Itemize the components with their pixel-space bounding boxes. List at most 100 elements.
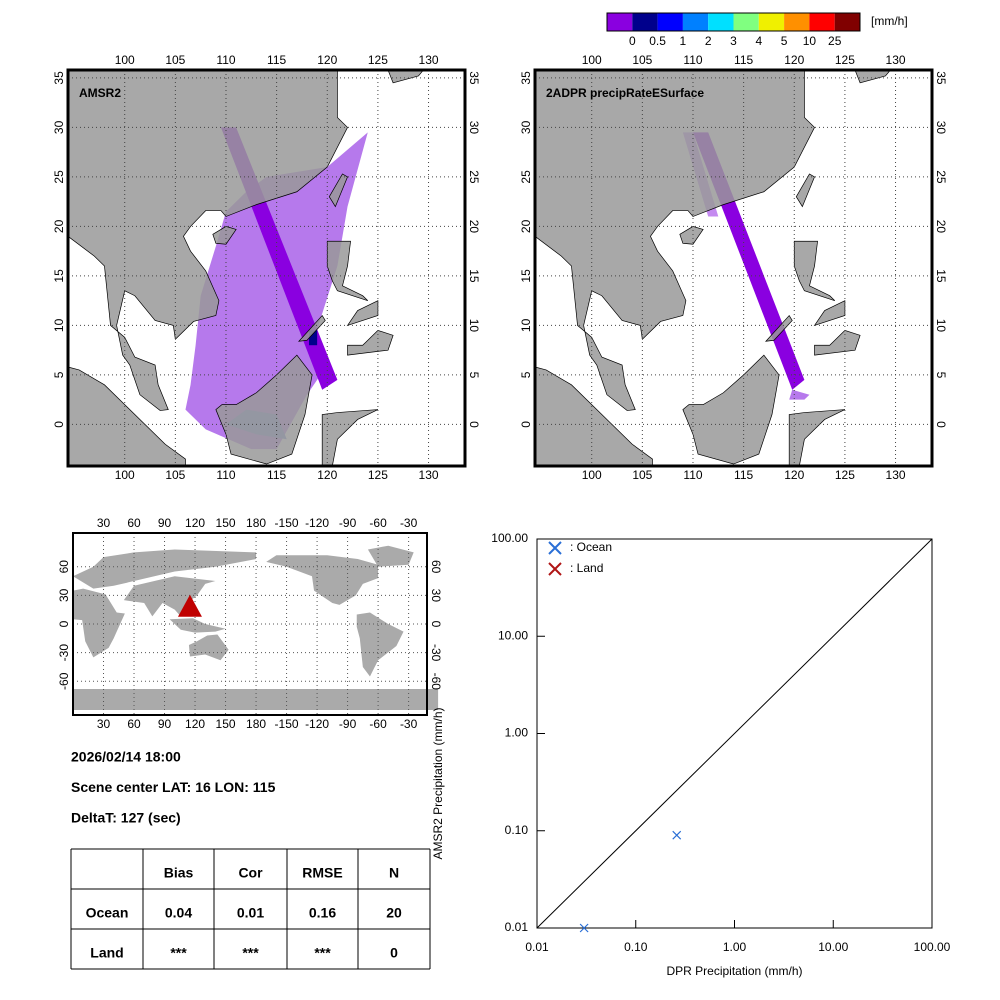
scatter-point bbox=[672, 830, 682, 840]
world-lon-label: 150 bbox=[216, 516, 236, 530]
world-lon-label: -30 bbox=[400, 717, 418, 731]
colorbar-box bbox=[708, 13, 734, 31]
lat-tick-label: 20 bbox=[519, 219, 533, 233]
table-cell: 0.16 bbox=[309, 905, 336, 921]
table-header: N bbox=[389, 865, 399, 881]
colorbar-label: 4 bbox=[755, 34, 762, 48]
land bbox=[212, 226, 237, 245]
world-lon-label: -60 bbox=[369, 717, 387, 731]
world-lat-label: 60 bbox=[57, 560, 71, 574]
lat-tick-label: 5 bbox=[467, 372, 481, 379]
lon-tick-label: 110 bbox=[683, 53, 702, 67]
lon-tick-label: 100 bbox=[582, 53, 602, 67]
map-frame bbox=[533, 68, 934, 468]
colorbar-label: 1 bbox=[680, 34, 687, 48]
land bbox=[328, 173, 348, 208]
colorbar-label: 3 bbox=[730, 34, 737, 48]
x-tick-label: 1.00 bbox=[723, 940, 747, 954]
lat-tick-label: 10 bbox=[519, 318, 533, 332]
table-cell: Land bbox=[90, 945, 123, 961]
table-cell: *** bbox=[242, 945, 259, 961]
table-cell: 0 bbox=[390, 945, 398, 961]
y-tick-label: 0.01 bbox=[505, 920, 529, 934]
land bbox=[321, 409, 379, 467]
world-land bbox=[123, 576, 216, 617]
colorbar-box bbox=[657, 13, 683, 31]
lon-tick-label: 120 bbox=[317, 53, 337, 67]
x-tick-label: 0.01 bbox=[525, 940, 549, 954]
table-cell: *** bbox=[170, 945, 187, 961]
world-land bbox=[367, 545, 414, 567]
colorbar-label: 5 bbox=[781, 34, 788, 48]
lat-tick-label: 30 bbox=[934, 121, 948, 135]
lat-tick-label: 25 bbox=[934, 170, 948, 184]
world-lon-label: -150 bbox=[275, 717, 299, 731]
info-text: Scene center LAT: 16 LON: 115 bbox=[71, 779, 276, 795]
world-land bbox=[169, 618, 226, 633]
table-header: Cor bbox=[238, 865, 263, 881]
colorbar-label: 0.5 bbox=[649, 34, 666, 48]
lat-tick-label: 20 bbox=[467, 220, 481, 234]
world-lat-label: -30 bbox=[57, 644, 71, 662]
world-lon-label: -90 bbox=[339, 717, 357, 731]
lat-tick-label: 35 bbox=[519, 71, 533, 85]
land bbox=[793, 240, 836, 302]
land bbox=[326, 240, 369, 302]
lat-tick-label: 10 bbox=[467, 319, 481, 333]
lat-tick-label: 15 bbox=[519, 269, 533, 283]
lat-tick-label: 25 bbox=[467, 170, 481, 184]
lat-tick-label: 20 bbox=[934, 220, 948, 234]
land bbox=[765, 314, 793, 342]
y-tick-label: 0.10 bbox=[505, 823, 529, 837]
world-lon-label: 120 bbox=[185, 516, 205, 530]
world-lon-label: 60 bbox=[127, 717, 141, 731]
map-title: AMSR2 bbox=[79, 86, 121, 100]
x-axis-label: DPR Precipitation (mm/h) bbox=[666, 964, 802, 978]
lon-tick-label: 130 bbox=[419, 53, 439, 67]
world-land bbox=[356, 612, 404, 677]
lon-tick-label: 125 bbox=[835, 53, 855, 67]
map-frame bbox=[66, 68, 467, 468]
world-land bbox=[73, 688, 439, 710]
table-cell: 0.04 bbox=[165, 905, 192, 921]
legend-marker bbox=[548, 562, 562, 576]
lat-tick-label: 35 bbox=[52, 71, 66, 85]
x-tick-label: 0.10 bbox=[624, 940, 648, 954]
precip-swath bbox=[789, 389, 810, 400]
colorbar-unit: [mm/h] bbox=[871, 14, 908, 28]
world-lon-label: -150 bbox=[275, 516, 299, 530]
lon-tick-label: 125 bbox=[835, 468, 855, 482]
lon-tick-label: 100 bbox=[115, 53, 135, 67]
world-lon-label: 30 bbox=[97, 516, 111, 530]
lon-tick-label: 115 bbox=[267, 468, 286, 482]
lat-tick-label: 5 bbox=[934, 372, 948, 379]
colorbar-box bbox=[733, 13, 759, 31]
world-lon-label: -30 bbox=[400, 516, 418, 530]
world-lon-label: 30 bbox=[97, 717, 111, 731]
table-cell: *** bbox=[314, 945, 331, 961]
lon-tick-label: 110 bbox=[683, 468, 702, 482]
colorbar-box bbox=[682, 13, 709, 31]
world-land bbox=[188, 634, 229, 661]
lat-tick-label: 10 bbox=[934, 319, 948, 333]
scene-marker bbox=[177, 594, 202, 617]
colorbar-box bbox=[758, 13, 785, 31]
x-tick-label: 10.00 bbox=[818, 940, 848, 954]
world-lon-label: -120 bbox=[305, 516, 329, 530]
info-text: DeltaT: 127 (sec) bbox=[71, 810, 181, 826]
colorbar-box bbox=[834, 13, 860, 31]
table-cell: 20 bbox=[386, 905, 402, 921]
world-lon-label: 180 bbox=[246, 516, 266, 530]
land bbox=[682, 354, 780, 465]
lon-tick-label: 110 bbox=[216, 468, 235, 482]
world-lon-label: -60 bbox=[369, 516, 387, 530]
colorbar-label: 10 bbox=[803, 34, 817, 48]
lat-tick-label: 5 bbox=[52, 371, 66, 378]
lat-tick-label: 30 bbox=[519, 120, 533, 134]
land bbox=[215, 354, 313, 465]
lat-tick-label: 0 bbox=[934, 421, 948, 428]
lat-tick-label: 30 bbox=[467, 121, 481, 135]
colorbar-label: 2 bbox=[705, 34, 712, 48]
lat-tick-label: 15 bbox=[934, 269, 948, 283]
map-title: 2ADPR precipRateESurface bbox=[546, 86, 704, 100]
